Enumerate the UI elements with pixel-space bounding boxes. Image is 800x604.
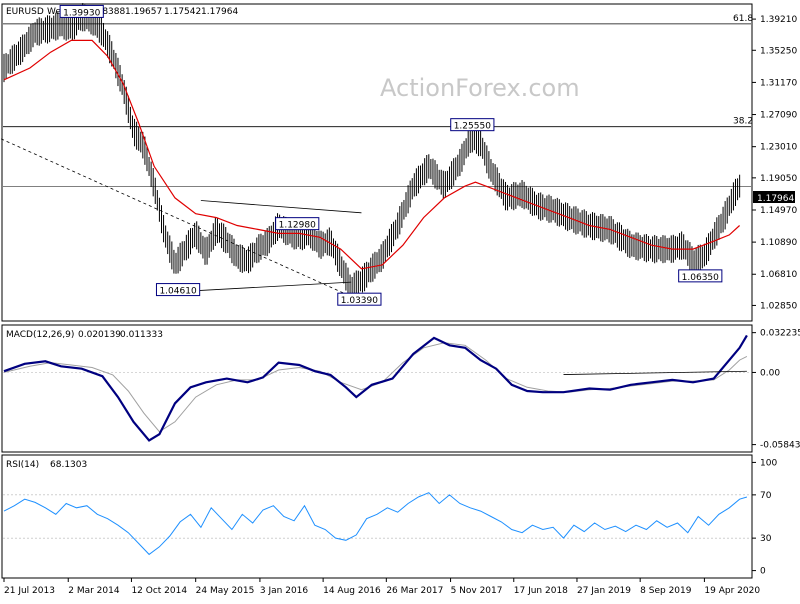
x-axis-tick-label: 24 May 2015 [196,586,255,596]
macd-axis-ticks: 0.032235 0.00 -0.058434 [752,329,800,451]
rsi-axis-tick-label: 70 [760,491,772,501]
price-axis-tick-label: 1.39210 [760,15,797,25]
rsi-panel-frame [1,454,753,579]
macd-trendline [563,370,747,375]
macd-axis-tick-label: 0.00 [760,368,780,378]
annotation-label: 1.04610 [159,287,196,297]
annotation-box [678,269,723,283]
price-axis-tick-label: 1.19050 [760,174,797,184]
fib-label-38: 38.2 [733,117,753,127]
ohlc-close: 1.17964 [201,7,238,17]
macd-axis-tick-label: -0.058434 [760,441,800,451]
triangle-trendline [180,281,352,292]
x-axis-tick-label: 3 Jan 2016 [260,586,308,596]
x-axis-tick-label: 26 Mar 2017 [386,586,443,596]
macd-panel-frame [1,324,753,453]
price-axis-tick-label: 1.06810 [760,270,797,280]
x-axis-tick-label: 8 Sep 2019 [640,586,692,596]
macd-value-1: 0.020139 [78,330,121,340]
annotation-box [59,4,104,18]
price-panel-frame [1,3,753,322]
macd-axis-tick-label: 0.032235 [760,329,800,339]
annotation-label: 1.39930 [63,8,100,18]
ohlc-open: 1.18388 [88,7,125,17]
price-axis-tick-label: 1.10890 [760,238,797,248]
price-symbol: EURUSD [6,7,44,17]
rsi-axis-tick-label: 30 [760,534,772,544]
price-plot: 1.39930 1.25550 1.12980 1.04610 1.03390 1.063… [0,3,751,306]
fib-label-61: 61.8 [733,14,753,24]
moving-average-line [3,39,741,270]
annotation-label: 1.12980 [279,221,316,231]
x-axis-tick-label: 2 Mar 2014 [68,586,120,596]
dashed-trendline [0,137,362,302]
annotation-box [450,118,495,132]
annotation-box [275,217,320,231]
rsi-axis-tick-label: 100 [760,458,777,468]
annotation-box [155,283,201,297]
current-price-box [753,191,795,203]
x-axis-tick-label: 17 Jun 2018 [514,586,568,596]
triangle-trendline [200,200,362,214]
x-axis-tick-label: 19 Apr 2020 [704,586,760,596]
x-axis-tick-label: 14 Aug 2016 [323,586,381,596]
annotation-label: 1.25550 [454,122,491,132]
price-axis-tick-label: 1.27090 [760,111,797,121]
ohlc-low: 1.17542 [164,7,201,17]
current-price-label: 1.17964 [757,194,794,204]
x-axis-tick-label: 21 Jul 2013 [4,586,55,596]
price-axis-tick-label: 1.14970 [760,206,797,216]
rsi-axis-tick-label: 0 [760,567,766,577]
x-axis-tick-label: 12 Oct 2014 [131,586,187,596]
price-axis-tick-label: 1.35250 [760,46,797,56]
watermark: ActionForex.com [380,74,580,102]
macd-plot [3,334,751,442]
price-axis-tick-label: 1.23010 [760,143,797,153]
price-axis-tick-label: 1.31170 [760,78,797,88]
annotation-label: 1.03390 [341,296,378,306]
rsi-plot [3,492,751,556]
ohlc-high: 1.19657 [125,7,162,17]
rsi-axis-ticks: 100 70 30 0 [752,458,777,577]
x-axis-tick-label: 27 Jan 2019 [577,586,631,596]
annotation-label: 1.06350 [682,273,719,283]
rsi-value: 68.1303 [50,460,87,470]
macd-value-2: 0.011333 [120,330,163,340]
annotation-box [337,292,382,306]
price-axis-tick-label: 1.02850 [760,301,797,311]
x-axis-ticks: 21 Jul 2013 2 Mar 2014 12 Oct 2014 24 May 2… [3,578,760,596]
rsi-label: RSI(14) [6,460,39,470]
rsi-line [3,492,748,556]
macd-line [3,334,748,442]
x-axis-tick-label: 5 Nov 2017 [451,586,503,596]
macd-label: MACD(12,26,9) [6,330,74,340]
price-axis-ticks: 1.39210 1.35250 1.31170 1.27090 1.23010 1.190… [752,15,797,311]
